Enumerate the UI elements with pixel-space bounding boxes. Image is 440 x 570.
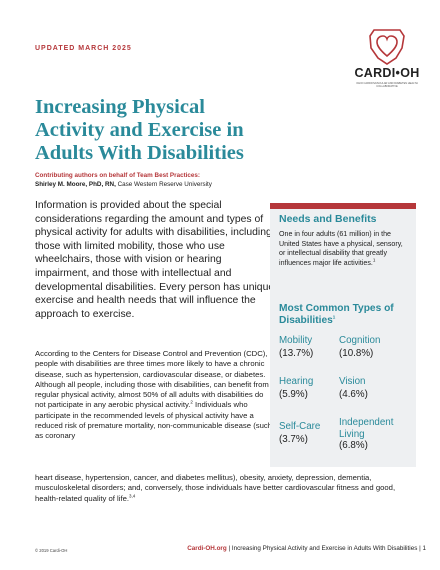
footer-info: Cardi-OH.org | Increasing Physical Activ… (187, 545, 426, 552)
stat-label: Mobility (279, 335, 313, 346)
body-paragraph-2: heart disease, hypertension, cancer, and… (35, 473, 415, 504)
contributor-name: Shirley M. Moore, PhD, RN, (35, 181, 116, 188)
stat-independent-living: Independent Living (6.8%) (339, 417, 411, 452)
cardi-oh-logo (352, 26, 422, 92)
stat-label: Self-Care (279, 421, 321, 432)
common-types-title: Most Common Types of Disabilities1 (279, 303, 409, 327)
stat-value: (13.7%) (279, 347, 314, 359)
footer-link[interactable]: Cardi-OH.org (187, 545, 227, 552)
stat-value: (5.9%) (279, 388, 308, 400)
stat-hearing: Hearing (5.9%) (279, 376, 313, 401)
body-p1-b: Individuals who participate in the recom… (35, 400, 272, 441)
needs-title: Needs and Benefits (279, 213, 377, 225)
stat-mobility: Mobility (13.7%) (279, 335, 313, 360)
contributor-affiliation: Case Western Reserve University (115, 181, 212, 188)
needs-body: One in four adults (61 million) in the U… (279, 230, 403, 267)
stat-value: (3.7%) (279, 433, 308, 445)
stat-label: Vision (339, 376, 366, 387)
intro-paragraph: Information is provided about the specia… (35, 200, 275, 320)
body-p1-a: According to the Centers for Disease Con… (35, 349, 269, 410)
ohio-heart-icon (369, 29, 405, 65)
body-paragraph-1: According to the Centers for Disease Con… (35, 349, 275, 442)
title-line-1: Increasing Physical (35, 96, 205, 118)
stat-cognition: Cognition (10.8%) (339, 335, 380, 360)
body-p2: heart disease, hypertension, cancer, and… (35, 473, 396, 503)
stat-value: (6.8%) (339, 440, 368, 451)
stat-self-care: Self-Care (3.7%) (279, 421, 320, 446)
page-title: Increasing Physical Activity and Exercis… (35, 96, 325, 165)
citation-2: 2 (190, 399, 193, 405)
stat-label: Cognition (339, 335, 381, 346)
stat-value: (10.8%) (339, 347, 374, 359)
citation-3-4: 3,4 (129, 493, 136, 499)
needs-citation: 1 (372, 257, 376, 263)
logo-wordmark: CARDI•OH (354, 66, 420, 80)
sidebar-accent-bar (270, 203, 416, 209)
stat-label: Independent Living (339, 417, 394, 440)
common-title-text: Most Common Types of Disabilities (279, 303, 394, 326)
stat-label: Hearing (279, 376, 314, 387)
stat-vision: Vision (4.6%) (339, 376, 368, 401)
logo-subtitle: OHIO CARDIOVASCULAR AND DIABETES HEALTH … (356, 82, 418, 88)
title-line-3: Adults With Disabilities (35, 142, 244, 164)
stat-value: (4.6%) (339, 388, 368, 400)
needs-text: One in four adults (61 million) in the U… (279, 230, 407, 268)
footer-page-info: | Increasing Physical Activity and Exerc… (226, 545, 426, 552)
common-citation: 1 (332, 314, 336, 320)
updated-date: UPDATED MARCH 2025 (35, 45, 132, 52)
title-line-2: Activity and Exercise in (35, 119, 244, 141)
contributors-label: Contributing authors on behalf of Team B… (35, 172, 201, 179)
footer-copyright: © 2019 Cardi-OH (35, 548, 68, 553)
contributor-line: Shirley M. Moore, PhD, RN, Case Western … (35, 181, 212, 188)
sidebar-panel (270, 203, 416, 467)
